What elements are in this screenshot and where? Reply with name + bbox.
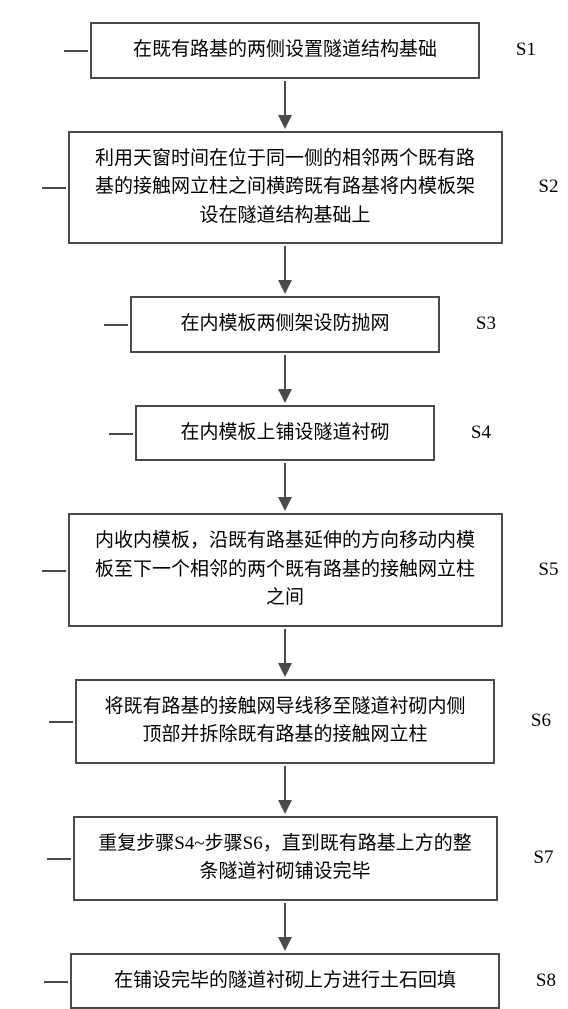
- step-box-s2: 利用天窗时间在位于同一侧的相邻两个既有路基的接触网立柱之间横跨既有路基将内模板架…: [68, 131, 503, 245]
- arrow-line: [284, 81, 286, 119]
- step-box-s1: 在既有路基的两侧设置隧道结构基础 S1: [90, 22, 480, 79]
- step-text: 在铺设完毕的隧道衬砌上方进行土石回填: [114, 970, 456, 991]
- step-box-s7: 重复步骤S4~步骤S6，直到既有路基上方的整条隧道衬砌铺设完毕 S7: [73, 816, 498, 901]
- arrow-line: [284, 355, 286, 393]
- step-label: S8: [536, 967, 556, 996]
- arrow-head: [278, 497, 292, 511]
- step-text: 在既有路基的两侧设置隧道结构基础: [133, 39, 437, 60]
- step-box-s6: 将既有路基的接触网导线移至隧道衬砌内侧顶部并拆除既有路基的接触网立柱 S6: [75, 679, 495, 764]
- arrow-head: [278, 663, 292, 677]
- step-label: S4: [471, 419, 491, 448]
- arrow: [45, 353, 525, 405]
- arrow-line: [284, 463, 286, 501]
- step-label: S1: [516, 36, 536, 65]
- step-text: 在内模板上铺设隧道衬砌: [180, 422, 389, 443]
- arrow: [45, 764, 525, 816]
- step-box-s5: 内收内模板，沿既有路基延伸的方向移动内模板至下一个相邻的两个既有路基的接触网立柱…: [68, 513, 503, 627]
- arrow-head: [278, 115, 292, 129]
- step-text: 在内模板两侧架设防抛网: [180, 313, 389, 334]
- connector-line: [42, 187, 66, 189]
- step-box-s4: 在内模板上铺设隧道衬砌 S4: [135, 405, 435, 462]
- connector-line: [47, 858, 71, 860]
- connector-line: [104, 324, 128, 326]
- arrow: [45, 79, 525, 131]
- arrow-head: [278, 389, 292, 403]
- step-label: S7: [533, 844, 553, 873]
- step-text: 内收内模板，沿既有路基延伸的方向移动内模板至下一个相邻的两个既有路基的接触网立柱…: [95, 530, 475, 608]
- arrow-line: [284, 629, 286, 667]
- arrow: [45, 244, 525, 296]
- step-label: S6: [531, 707, 551, 736]
- step-box-s8: 在铺设完毕的隧道衬砌上方进行土石回填 S8: [70, 953, 500, 1009]
- step-label: S3: [476, 310, 496, 339]
- connector-line: [42, 570, 66, 572]
- flowchart-container: 在既有路基的两侧设置隧道结构基础 S1 利用天窗时间在位于同一侧的相邻两个既有路…: [45, 22, 525, 1009]
- arrow-line: [284, 766, 286, 804]
- arrow: [45, 461, 525, 513]
- connector-line: [49, 721, 73, 723]
- connector-line: [109, 433, 133, 435]
- arrow-head: [278, 800, 292, 814]
- step-label: S2: [538, 173, 558, 202]
- arrow: [45, 901, 525, 953]
- arrow-head: [278, 937, 292, 951]
- connector-line: [64, 50, 88, 52]
- step-label: S5: [538, 556, 558, 585]
- arrow-line: [284, 246, 286, 284]
- step-box-s3: 在内模板两侧架设防抛网 S3: [130, 296, 440, 353]
- arrow-head: [278, 280, 292, 294]
- connector-line: [44, 981, 68, 983]
- step-text: 重复步骤S4~步骤S6，直到既有路基上方的整条隧道衬砌铺设完毕: [98, 833, 471, 883]
- step-text: 利用天窗时间在位于同一侧的相邻两个既有路基的接触网立柱之间横跨既有路基将内模板架…: [95, 148, 475, 226]
- arrow: [45, 627, 525, 679]
- arrow-line: [284, 903, 286, 941]
- step-text: 将既有路基的接触网导线移至隧道衬砌内侧顶部并拆除既有路基的接触网立柱: [104, 696, 465, 746]
